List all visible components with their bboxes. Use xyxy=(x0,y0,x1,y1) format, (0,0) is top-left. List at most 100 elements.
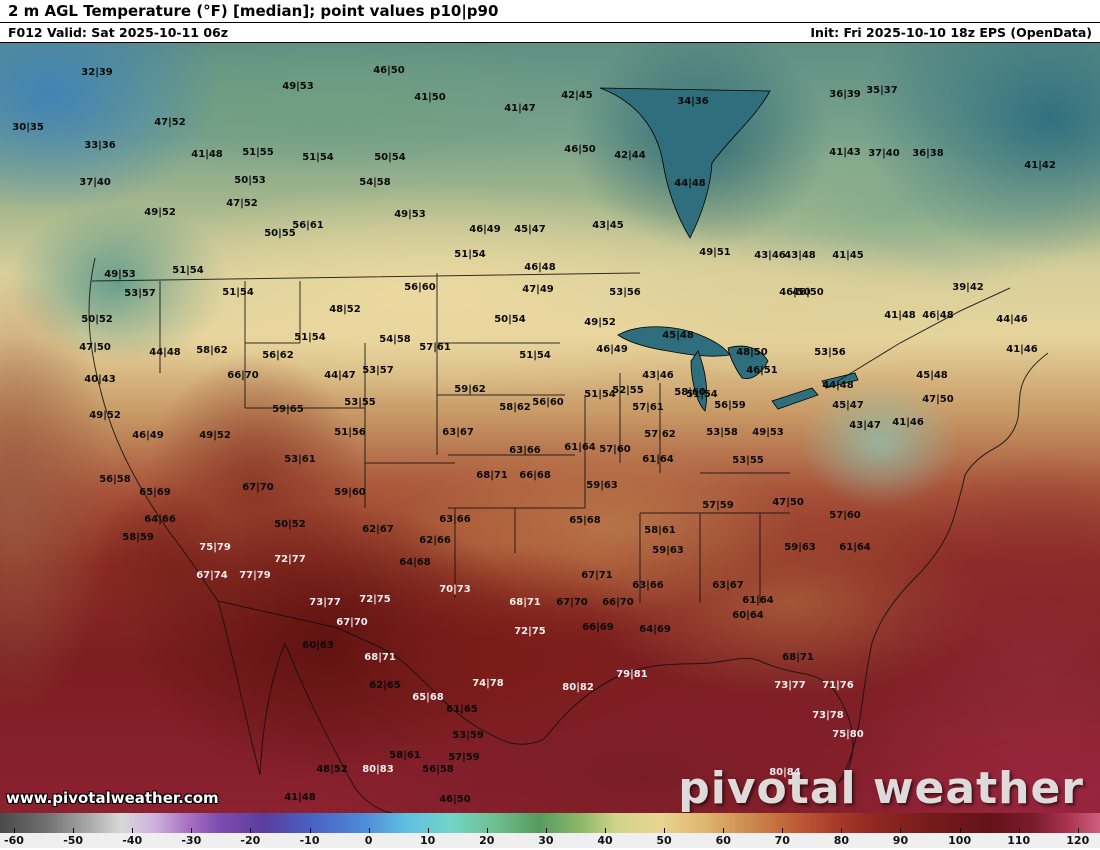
point-value: 63|66 xyxy=(632,580,664,591)
lake-michigan xyxy=(690,350,708,412)
point-value: 63|66 xyxy=(439,514,471,525)
colorbar-tick-mark xyxy=(191,828,193,833)
point-value: 57|60 xyxy=(599,444,631,456)
lake-erie xyxy=(771,387,819,410)
point-value: 49|53 xyxy=(104,269,136,280)
point-value: 41|43 xyxy=(829,147,861,159)
colorbar-tick-label: -30 xyxy=(181,834,202,847)
pivotal-weather-logo: pivotal weather xyxy=(678,763,1084,813)
point-value: 68|71 xyxy=(509,597,541,609)
lake-ontario xyxy=(821,372,859,389)
point-value: 57|61 xyxy=(632,401,664,413)
colorbar-tick-mark xyxy=(664,828,666,833)
point-value: 62|67 xyxy=(362,524,394,536)
map-borders xyxy=(88,257,1049,813)
west-coastline xyxy=(88,257,219,602)
point-value: 32|39 xyxy=(81,67,113,79)
point-value: 47|49 xyxy=(522,284,554,296)
colorbar-tick-label: 60 xyxy=(715,834,731,847)
point-value: 80|83 xyxy=(362,764,394,776)
colorbar-tick-label: -50 xyxy=(63,834,84,847)
water-bodies xyxy=(599,87,859,412)
point-value: 37|40 xyxy=(868,148,900,160)
point-value: 49|53 xyxy=(394,209,426,221)
colorbar-tick-mark xyxy=(427,828,429,833)
point-value: 63|67 xyxy=(442,427,474,438)
point-value: 65|69 xyxy=(139,486,171,498)
point-value: 56|58 xyxy=(422,764,454,776)
colorbar-tick-mark xyxy=(368,828,370,833)
point-value: 66|68 xyxy=(519,469,551,481)
point-value: 75|79 xyxy=(199,541,231,553)
point-value: 30|35 xyxy=(12,122,44,133)
point-value: 67|70 xyxy=(336,616,368,628)
point-value: 47|52 xyxy=(154,117,186,128)
point-value: 44|46 xyxy=(996,313,1028,325)
temperature-colorbar: -60 -50 -40 -30 -20 -10 0 10 20 30 40 50 60 70 80 90 100… xyxy=(0,813,1100,848)
point-value: 53|57 xyxy=(124,288,156,300)
colorbar-tick-mark xyxy=(132,828,134,833)
point-value: 53|56 xyxy=(609,287,641,299)
point-value: 80|82 xyxy=(562,682,594,694)
point-value: 39|42 xyxy=(952,282,984,293)
point-value: 53|58 xyxy=(706,427,738,438)
point-value: 53|55 xyxy=(732,455,764,467)
point-value: 49|52 xyxy=(144,207,176,219)
point-value: 42|44 xyxy=(614,150,646,162)
point-value: 73|77 xyxy=(309,597,341,609)
point-value: 61|64 xyxy=(642,454,674,466)
point-value: 71|76 xyxy=(822,680,854,692)
point-value: 46|50 xyxy=(564,144,596,156)
point-value: 46|48 xyxy=(524,261,556,273)
point-value: 51|56 xyxy=(334,427,366,438)
point-value: 72|75 xyxy=(359,594,391,606)
point-value: 46|51 xyxy=(746,365,778,377)
point-value: 75|80 xyxy=(832,728,864,740)
point-value: 41|50 xyxy=(414,91,446,103)
point-value: 46|50 xyxy=(792,287,824,299)
point-value: 50|54 xyxy=(494,313,526,325)
point-value: 50|52 xyxy=(274,519,306,531)
point-value: 45|48 xyxy=(662,329,694,341)
point-value: 61|64 xyxy=(839,541,871,553)
colorbar-tick-label: 20 xyxy=(479,834,495,847)
point-value: 43|45 xyxy=(592,220,624,232)
hudson-bay xyxy=(599,87,771,239)
point-value: 66|69 xyxy=(582,621,614,633)
point-value: 53|61 xyxy=(284,454,316,466)
point-values-layer: 32|39 49|53 46|50 41|50 41|47 42|45 34|36 36|39… xyxy=(0,43,1100,813)
colorbar-tick-mark xyxy=(959,828,961,833)
point-value: 41|45 xyxy=(832,249,864,261)
colorbar-tick-mark xyxy=(545,828,547,833)
point-value: 56|58 xyxy=(99,473,131,485)
colorbar-tick-mark xyxy=(605,828,606,833)
point-value: 49|52 xyxy=(89,409,121,421)
colorbar-tick-label: 50 xyxy=(656,834,672,847)
point-value: 72|75 xyxy=(514,625,546,637)
point-value: 56|62 xyxy=(262,350,294,361)
point-value: 72|77 xyxy=(274,553,306,565)
colorbar-tick-mark xyxy=(1018,828,1020,833)
point-value: 51|54 xyxy=(302,152,334,164)
point-value: 50|52 xyxy=(81,313,113,325)
colorbar-tick-label: 100 xyxy=(948,834,972,847)
point-value: 57|60 xyxy=(829,510,861,521)
point-value: 68|71 xyxy=(364,651,396,663)
point-value: 51|54 xyxy=(172,264,204,276)
point-value: 46|49 xyxy=(469,224,501,236)
point-value: 57|61 xyxy=(419,341,451,353)
point-value: 48|52 xyxy=(329,304,361,316)
point-value: 43|46 xyxy=(754,249,786,261)
point-value: 73|77 xyxy=(774,680,806,692)
point-value: 74|78 xyxy=(472,678,504,690)
point-value: 41|48 xyxy=(884,309,916,321)
gulf-east-coastline xyxy=(544,352,1049,784)
point-value: 33|36 xyxy=(84,140,116,152)
colorbar-tick-label: 90 xyxy=(892,834,909,847)
point-value: 68|71 xyxy=(782,651,814,663)
point-value: 51|55 xyxy=(242,147,274,159)
point-value: 41|42 xyxy=(1024,159,1056,171)
colorbar-tick-mark xyxy=(723,828,725,833)
point-value: 66|70 xyxy=(227,370,259,382)
